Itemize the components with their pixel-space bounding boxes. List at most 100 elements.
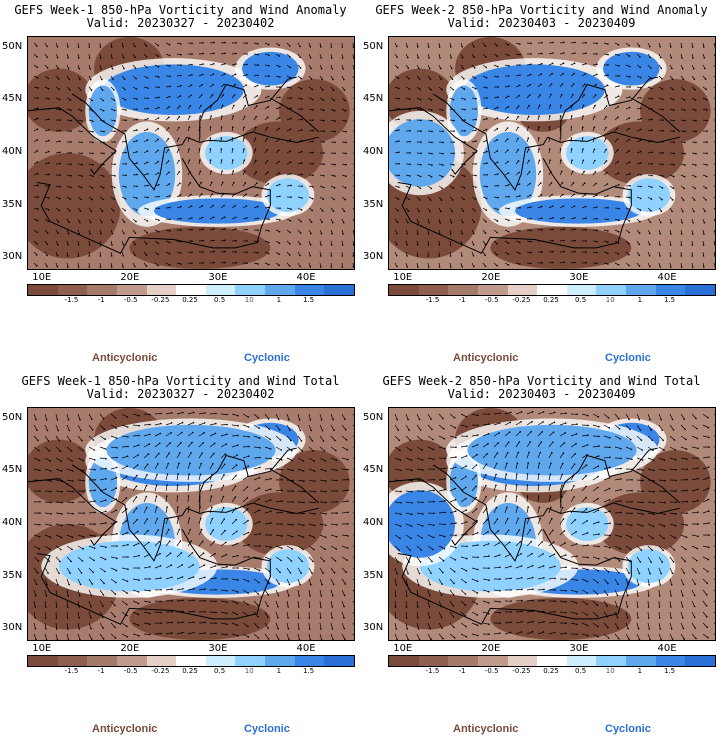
lat-label: 40N	[2, 146, 23, 157]
colorbar-tick: -0.5	[123, 296, 138, 304]
lon-label: 30E	[208, 272, 228, 283]
colorbar-swatch	[176, 656, 206, 666]
vorticity-map	[388, 407, 716, 641]
panel-valid-dates: Valid: 20230403 - 20230409	[447, 16, 636, 30]
lon-label: 10E	[393, 643, 413, 654]
colorbar-swatch	[116, 285, 147, 295]
colorbar-swatch	[235, 656, 266, 666]
colorbar-swatch	[57, 656, 88, 666]
lon-label: 10E	[32, 643, 52, 654]
colorbar-scale: 10	[244, 667, 254, 675]
colorbar-tick: 1.5	[663, 296, 676, 304]
map-panel-3: GEFS Week-1 850-hPa Vorticity and Wind T…	[0, 371, 361, 742]
lon-label: 20E	[481, 272, 501, 283]
lat-label: 35N	[2, 569, 23, 581]
lon-label: 10E	[393, 272, 413, 283]
lon-label: 40E	[657, 643, 677, 654]
colorbar-swatch	[685, 285, 716, 295]
colorbar-tick: 0.25	[543, 296, 559, 304]
colorbar-swatch	[57, 285, 88, 295]
colorbar-swatch	[418, 285, 449, 295]
colorbar-scale: 10	[605, 296, 615, 304]
colorbar-swatch	[537, 656, 567, 666]
colorbar-swatch	[294, 656, 325, 666]
colorbar-tick: -0.25	[512, 296, 531, 304]
colorbar	[27, 284, 355, 296]
colorbar-tick: 1	[637, 296, 643, 304]
colorbar-tick: 0.5	[575, 296, 587, 304]
colorbar	[388, 655, 716, 667]
colorbar-tick: -1.5	[64, 667, 79, 675]
lat-label: 40N	[2, 517, 23, 528]
vorticity-map	[388, 36, 716, 270]
colorbar-swatch	[507, 285, 538, 295]
colorbar-swatch	[566, 285, 597, 295]
map-panel-1: GEFS Week-1 850-hPa Vorticity and Wind A…	[0, 0, 361, 371]
lon-label: 40E	[296, 643, 316, 654]
panel-title: GEFS Week-1 850-hPa Vorticity and Wind T…	[21, 374, 340, 388]
colorbar-swatch	[324, 285, 355, 295]
colorbar-swatch	[418, 656, 449, 666]
colorbar-swatch	[389, 656, 419, 666]
colorbar-swatch	[176, 285, 206, 295]
colorbar-tick: -0.5	[484, 667, 499, 675]
colorbar-swatch	[477, 285, 508, 295]
lon-label: 10E	[32, 272, 52, 283]
colorbar-swatch	[146, 656, 177, 666]
colorbar-swatch	[566, 656, 597, 666]
colorbar-swatch	[596, 656, 627, 666]
colorbar-tick: -1	[458, 667, 466, 675]
map-panel-2: GEFS Week-2 850-hPa Vorticity and Wind A…	[361, 0, 722, 371]
colorbar-swatch	[28, 285, 58, 295]
colorbar-tick: -1	[97, 296, 105, 304]
colorbar-swatch	[596, 285, 627, 295]
colorbar-tick: 1	[276, 296, 282, 304]
colorbar-scale: 10	[244, 296, 254, 304]
colorbar-tick: -0.5	[484, 296, 499, 304]
lon-label: 30E	[208, 643, 228, 654]
colorbar-swatch	[265, 285, 295, 295]
colorbar-tick: -1.5	[425, 667, 440, 675]
colorbar	[388, 284, 716, 296]
colorbar-swatch	[294, 285, 325, 295]
colorbar-tick: 1	[276, 667, 282, 675]
colorbar-tick: 0.25	[182, 296, 198, 304]
lon-label: 30E	[569, 272, 589, 283]
legend-anticyclonic: Anticyclonic	[453, 352, 519, 364]
lat-label: 30N	[2, 622, 23, 634]
colorbar-swatch	[28, 656, 58, 666]
colorbar-swatch	[685, 656, 716, 666]
colorbar-swatch	[324, 656, 355, 666]
colorbar-swatch	[477, 656, 508, 666]
colorbar-swatch	[448, 656, 478, 666]
colorbar-swatch	[626, 285, 656, 295]
lon-label: 20E	[120, 272, 140, 283]
lon-label: 30E	[569, 643, 589, 654]
colorbar-swatch	[116, 656, 147, 666]
lat-label: 30N	[363, 251, 384, 263]
lon-label: 20E	[481, 643, 501, 654]
lat-label: 40N	[363, 146, 384, 157]
colorbar-swatch	[87, 285, 117, 295]
colorbar-tick: 0.25	[182, 667, 198, 675]
colorbar-scale: 10	[605, 667, 615, 675]
colorbar-tick: 1.5	[302, 296, 315, 304]
colorbar-tick: 0.5	[214, 667, 226, 675]
colorbar-tick: 0.25	[543, 667, 559, 675]
colorbar-swatch	[655, 656, 686, 666]
colorbar-tick: -1.5	[425, 296, 440, 304]
lat-label: 40N	[363, 517, 384, 528]
lat-label: 30N	[2, 251, 23, 263]
lat-label: 35N	[2, 198, 23, 210]
colorbar-swatch	[507, 656, 538, 666]
colorbar-tick: 0.5	[214, 296, 226, 304]
colorbar-swatch	[235, 285, 266, 295]
legend-anticyclonic: Anticyclonic	[453, 723, 519, 735]
legend-anticyclonic: Anticyclonic	[92, 723, 158, 735]
colorbar-swatch	[265, 656, 295, 666]
colorbar-tick: 0.5	[575, 667, 587, 675]
colorbar-swatch	[205, 285, 236, 295]
colorbar-swatch	[626, 656, 656, 666]
colorbar-swatch	[537, 285, 567, 295]
legend-cyclonic: Cyclonic	[605, 352, 651, 364]
